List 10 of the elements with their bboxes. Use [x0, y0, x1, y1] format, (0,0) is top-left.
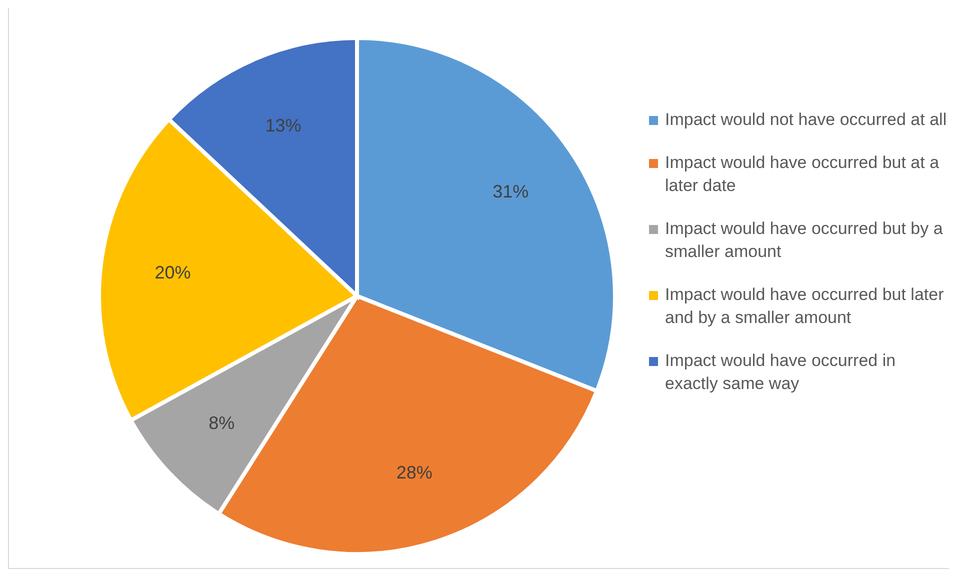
legend-label: Impact would have occurred in exactly same way	[665, 350, 897, 395]
data-label: 13%	[265, 116, 302, 136]
data-label: 31%	[492, 182, 529, 202]
data-label: 20%	[154, 262, 191, 283]
legend-label: Impact would have occurred but by a smaller amount	[665, 218, 944, 263]
data-label: 28%	[396, 462, 432, 483]
legend-label: Impact would not have occurred at all	[665, 109, 947, 131]
legend-label: Impact would have occurred but at a later date	[665, 152, 940, 197]
legend-label: Impact would have occurred but later and by a smaller amount	[665, 284, 945, 329]
data-label: 8%	[208, 413, 235, 434]
